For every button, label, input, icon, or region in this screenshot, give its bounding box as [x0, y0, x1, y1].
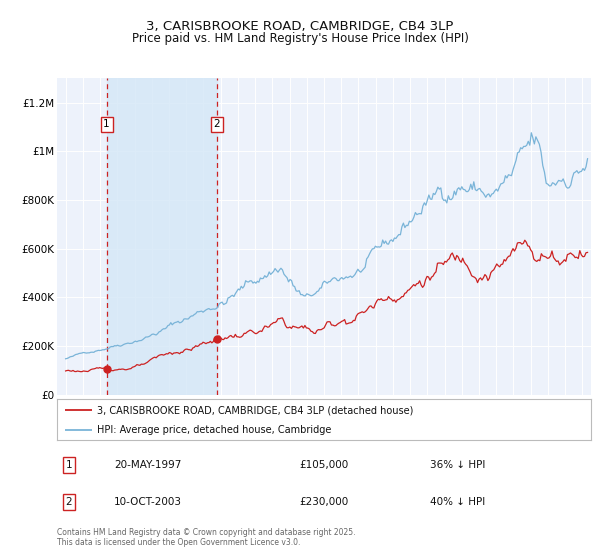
Text: 2: 2 [214, 119, 220, 129]
Text: 3, CARISBROOKE ROAD, CAMBRIDGE, CB4 3LP: 3, CARISBROOKE ROAD, CAMBRIDGE, CB4 3LP [146, 20, 454, 32]
Text: Price paid vs. HM Land Registry's House Price Index (HPI): Price paid vs. HM Land Registry's House … [131, 32, 469, 45]
Text: 40% ↓ HPI: 40% ↓ HPI [430, 497, 485, 507]
Text: 1: 1 [103, 119, 110, 129]
Text: 3, CARISBROOKE ROAD, CAMBRIDGE, CB4 3LP (detached house): 3, CARISBROOKE ROAD, CAMBRIDGE, CB4 3LP … [97, 405, 413, 415]
Text: 10-OCT-2003: 10-OCT-2003 [114, 497, 182, 507]
Text: Contains HM Land Registry data © Crown copyright and database right 2025.
This d: Contains HM Land Registry data © Crown c… [57, 528, 355, 547]
Text: 2: 2 [65, 497, 72, 507]
Text: 36% ↓ HPI: 36% ↓ HPI [430, 460, 485, 470]
Text: £230,000: £230,000 [299, 497, 349, 507]
Bar [107, 78, 217, 395]
Text: £105,000: £105,000 [299, 460, 349, 470]
Text: HPI: Average price, detached house, Cambridge: HPI: Average price, detached house, Camb… [97, 425, 331, 435]
Text: 1: 1 [65, 460, 72, 470]
Text: 20-MAY-1997: 20-MAY-1997 [114, 460, 181, 470]
